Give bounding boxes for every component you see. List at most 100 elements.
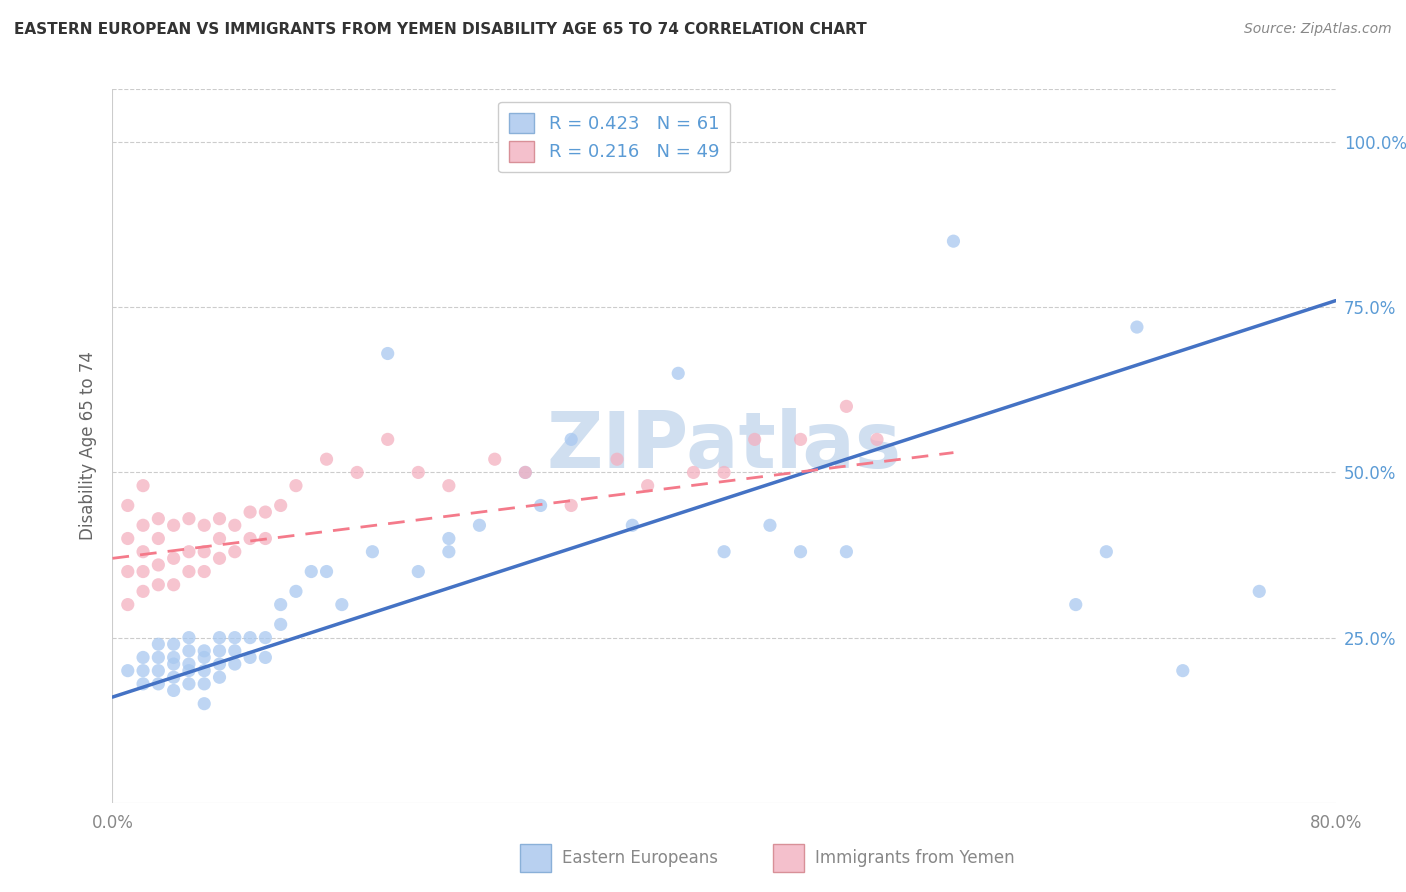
Point [132, 545, 155, 559]
Point [163, 683, 186, 698]
Point [148, 637, 170, 651]
Point [148, 558, 170, 572]
Point [239, 631, 262, 645]
Point [148, 664, 170, 678]
Point [193, 650, 215, 665]
Point [224, 631, 246, 645]
Point [759, 518, 782, 533]
Point [713, 466, 735, 480]
Point [132, 677, 155, 691]
Point [682, 466, 704, 480]
Point [835, 400, 858, 414]
Point [377, 433, 399, 447]
Point [666, 367, 689, 381]
Point [163, 637, 186, 651]
Point [377, 346, 399, 360]
Point [117, 598, 139, 612]
Point [177, 644, 200, 658]
Point [408, 466, 430, 480]
Point [132, 584, 155, 599]
Point [789, 433, 811, 447]
Point [637, 478, 659, 492]
Point [270, 598, 292, 612]
Point [177, 657, 200, 671]
Point [330, 598, 353, 612]
Point [606, 452, 628, 467]
Point [193, 697, 215, 711]
Point [1249, 584, 1271, 599]
Point [148, 511, 170, 525]
Point [177, 631, 200, 645]
Point [515, 466, 537, 480]
Point [1095, 545, 1118, 559]
Point [132, 650, 155, 665]
Point [132, 518, 155, 533]
Point [1126, 320, 1149, 334]
Point [254, 650, 277, 665]
Point [866, 433, 889, 447]
Point [177, 677, 200, 691]
Text: Source: ZipAtlas.com: Source: ZipAtlas.com [1244, 22, 1392, 37]
Point [177, 664, 200, 678]
Text: Immigrants from Yemen: Immigrants from Yemen [815, 849, 1015, 867]
Point [148, 578, 170, 592]
Point [346, 466, 368, 480]
Point [177, 565, 200, 579]
Legend: R = 0.423   N = 61, R = 0.216   N = 49: R = 0.423 N = 61, R = 0.216 N = 49 [498, 102, 730, 172]
Point [163, 578, 186, 592]
Point [437, 545, 460, 559]
Point [224, 644, 246, 658]
Point [193, 664, 215, 678]
Point [208, 532, 231, 546]
Point [208, 551, 231, 566]
Point [1064, 598, 1087, 612]
Point [408, 565, 430, 579]
Point [835, 545, 858, 559]
Point [224, 545, 246, 559]
Point [163, 551, 186, 566]
Point [148, 532, 170, 546]
Point [208, 511, 231, 525]
Point [254, 505, 277, 519]
Text: EASTERN EUROPEAN VS IMMIGRANTS FROM YEMEN DISABILITY AGE 65 TO 74 CORRELATION CH: EASTERN EUROPEAN VS IMMIGRANTS FROM YEME… [14, 22, 868, 37]
Point [942, 234, 965, 248]
Point [515, 466, 537, 480]
Point [530, 499, 553, 513]
Point [132, 478, 155, 492]
Point [163, 650, 186, 665]
Point [239, 505, 262, 519]
Point [1171, 664, 1194, 678]
Point [239, 650, 262, 665]
Point [132, 565, 155, 579]
Point [208, 644, 231, 658]
Point [193, 644, 215, 658]
Point [254, 532, 277, 546]
Point [208, 670, 231, 684]
Point [208, 631, 231, 645]
Point [254, 631, 277, 645]
Point [468, 518, 491, 533]
Point [193, 545, 215, 559]
Point [177, 511, 200, 525]
Text: Eastern Europeans: Eastern Europeans [562, 849, 718, 867]
Point [208, 657, 231, 671]
Point [284, 478, 308, 492]
Point [284, 584, 308, 599]
Point [163, 670, 186, 684]
Point [789, 545, 811, 559]
Point [224, 518, 246, 533]
Point [621, 518, 644, 533]
Point [224, 657, 246, 671]
Point [193, 518, 215, 533]
Point [117, 532, 139, 546]
Point [148, 677, 170, 691]
Point [193, 677, 215, 691]
Point [270, 499, 292, 513]
Point [117, 664, 139, 678]
Point [713, 545, 735, 559]
Point [437, 478, 460, 492]
Text: ZIPatlas: ZIPatlas [547, 408, 901, 484]
Y-axis label: Disability Age 65 to 74: Disability Age 65 to 74 [79, 351, 97, 541]
Point [560, 433, 582, 447]
Point [744, 433, 766, 447]
